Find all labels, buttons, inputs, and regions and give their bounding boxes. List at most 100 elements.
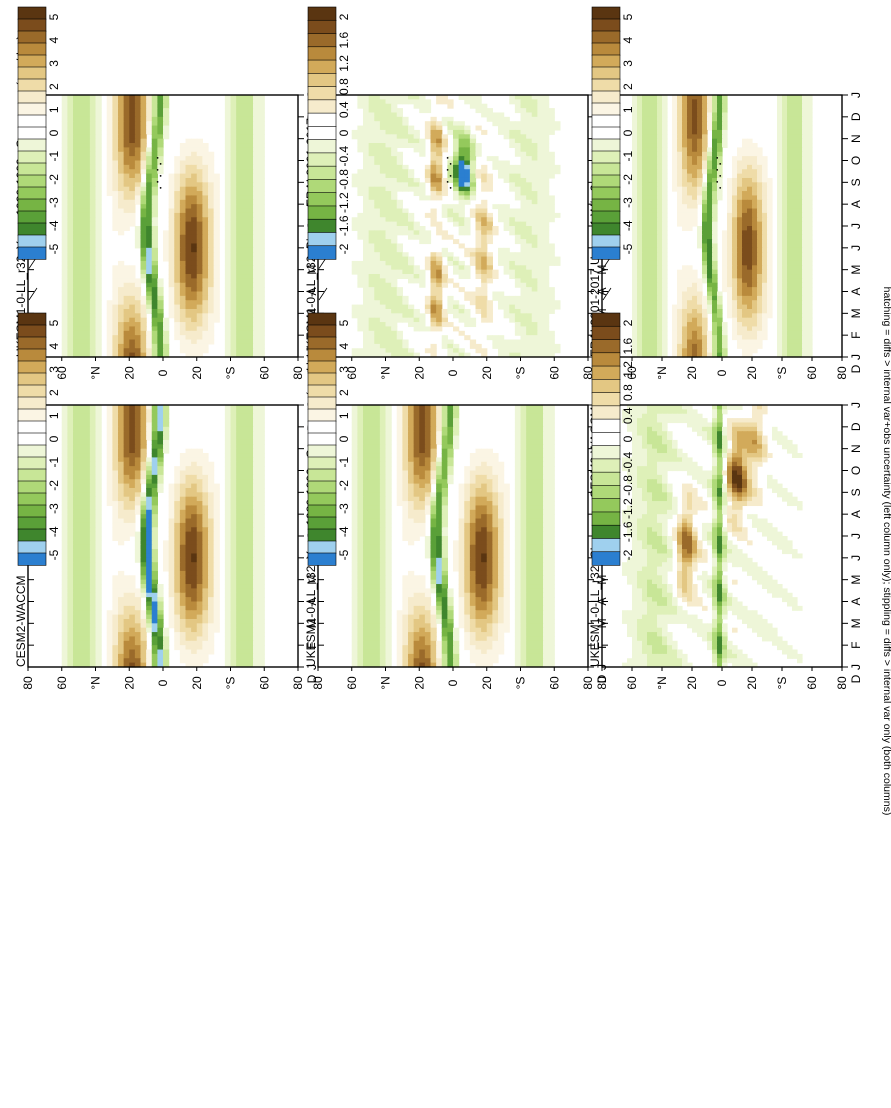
heatmap-cell	[112, 588, 118, 593]
heatmap-cell	[532, 147, 538, 152]
heatmap-cell	[225, 571, 231, 576]
heatmap-cell	[481, 226, 487, 231]
heatmap-cell	[459, 165, 465, 170]
heatmap-cell	[386, 104, 392, 109]
heatmap-cell	[202, 553, 208, 558]
heatmap-cell	[391, 252, 397, 257]
heatmap-cell	[90, 405, 96, 410]
heatmap-cell	[369, 235, 375, 240]
heatmap-cell	[67, 187, 73, 192]
heatmap-cell	[146, 200, 152, 205]
heatmap-cell	[225, 191, 231, 196]
heatmap-cell	[247, 418, 253, 423]
heatmap-cell	[146, 628, 152, 633]
heatmap-cell	[408, 187, 414, 192]
heatmap-cell	[90, 632, 96, 637]
heatmap-cell	[174, 296, 180, 301]
heatmap-cell	[515, 182, 521, 187]
heatmap-cell	[543, 226, 549, 231]
heatmap-cell	[242, 195, 248, 200]
heatmap-cell	[208, 322, 214, 327]
heatmap-cell	[152, 195, 158, 200]
heatmap-cell	[146, 204, 152, 209]
heatmap-cell	[67, 562, 73, 567]
heatmap-cell	[73, 405, 79, 410]
heatmap-cell	[118, 139, 124, 144]
heatmap-cell	[112, 335, 118, 340]
heatmap-cell	[152, 278, 158, 283]
heatmap-cell	[135, 632, 141, 637]
heatmap-cell	[402, 257, 408, 262]
heatmap-cell	[157, 645, 163, 650]
heatmap-cell	[487, 178, 493, 183]
heatmap-cell	[107, 654, 113, 659]
heatmap-cell	[374, 143, 380, 148]
stipple-dot	[160, 187, 162, 189]
heatmap-cell	[180, 558, 186, 563]
heatmap-cell	[225, 436, 231, 441]
heatmap-cell	[84, 265, 90, 270]
heatmap-cell	[129, 191, 135, 196]
heatmap-cell	[242, 523, 248, 528]
heatmap-cell	[515, 278, 521, 283]
heatmap-cell	[135, 505, 141, 510]
heatmap-cell	[225, 265, 231, 270]
heatmap-cell	[112, 514, 118, 519]
heatmap-cell	[369, 274, 375, 279]
heatmap-cell	[197, 628, 203, 633]
heatmap-cell	[141, 230, 147, 235]
heatmap-cell	[186, 562, 192, 567]
heatmap-cell	[363, 235, 369, 240]
heatmap-cell	[521, 117, 527, 122]
heatmap-cell	[191, 326, 197, 331]
heatmap-cell	[90, 492, 96, 497]
heatmap-cell	[214, 257, 220, 262]
heatmap-cell	[174, 597, 180, 602]
heatmap-cell	[247, 108, 253, 113]
heatmap-cell	[174, 628, 180, 633]
heatmap-cell	[180, 471, 186, 476]
heatmap-cell	[208, 484, 214, 489]
heatmap-cell	[157, 283, 163, 288]
heatmap-cell	[152, 497, 158, 502]
heatmap-cell	[208, 296, 214, 301]
heatmap-cell	[79, 501, 85, 506]
heatmap-cell	[386, 239, 392, 244]
heatmap-cell	[180, 514, 186, 519]
heatmap-cell	[470, 147, 476, 152]
heatmap-cell	[515, 222, 521, 227]
heatmap-cell	[447, 99, 453, 104]
heatmap-cell	[532, 95, 538, 100]
heatmap-cell	[67, 261, 73, 266]
heatmap-cell	[380, 143, 386, 148]
heatmap-cell	[180, 658, 186, 663]
heatmap-cell	[197, 514, 203, 519]
heatmap-cell	[124, 331, 130, 336]
heatmap-cell	[107, 117, 113, 122]
heatmap-cell	[197, 161, 203, 166]
heatmap-cell	[152, 553, 158, 558]
heatmap-cell	[90, 187, 96, 192]
heatmap-cell	[259, 139, 265, 144]
heatmap-cell	[118, 200, 124, 205]
heatmap-cell	[84, 222, 90, 227]
heatmap-cell	[197, 549, 203, 554]
heatmap-cell	[67, 348, 73, 353]
heatmap-cell	[259, 296, 265, 301]
heatmap-cell	[397, 292, 403, 297]
heatmap-cell	[67, 252, 73, 257]
colorbar-swatch	[18, 541, 46, 553]
heatmap-cell	[174, 217, 180, 222]
heatmap-cell	[374, 265, 380, 270]
heatmap-cell	[191, 645, 197, 650]
heatmap-cell	[180, 606, 186, 611]
heatmap-cell	[62, 217, 68, 222]
heatmap-cell	[425, 239, 431, 244]
heatmap-cell	[135, 309, 141, 314]
heatmap-cell	[62, 182, 68, 187]
heatmap-cell	[73, 187, 79, 192]
heatmap-cell	[141, 200, 147, 205]
heatmap-cell	[363, 99, 369, 104]
heatmap-cell	[124, 488, 130, 493]
heatmap-cell	[481, 230, 487, 235]
